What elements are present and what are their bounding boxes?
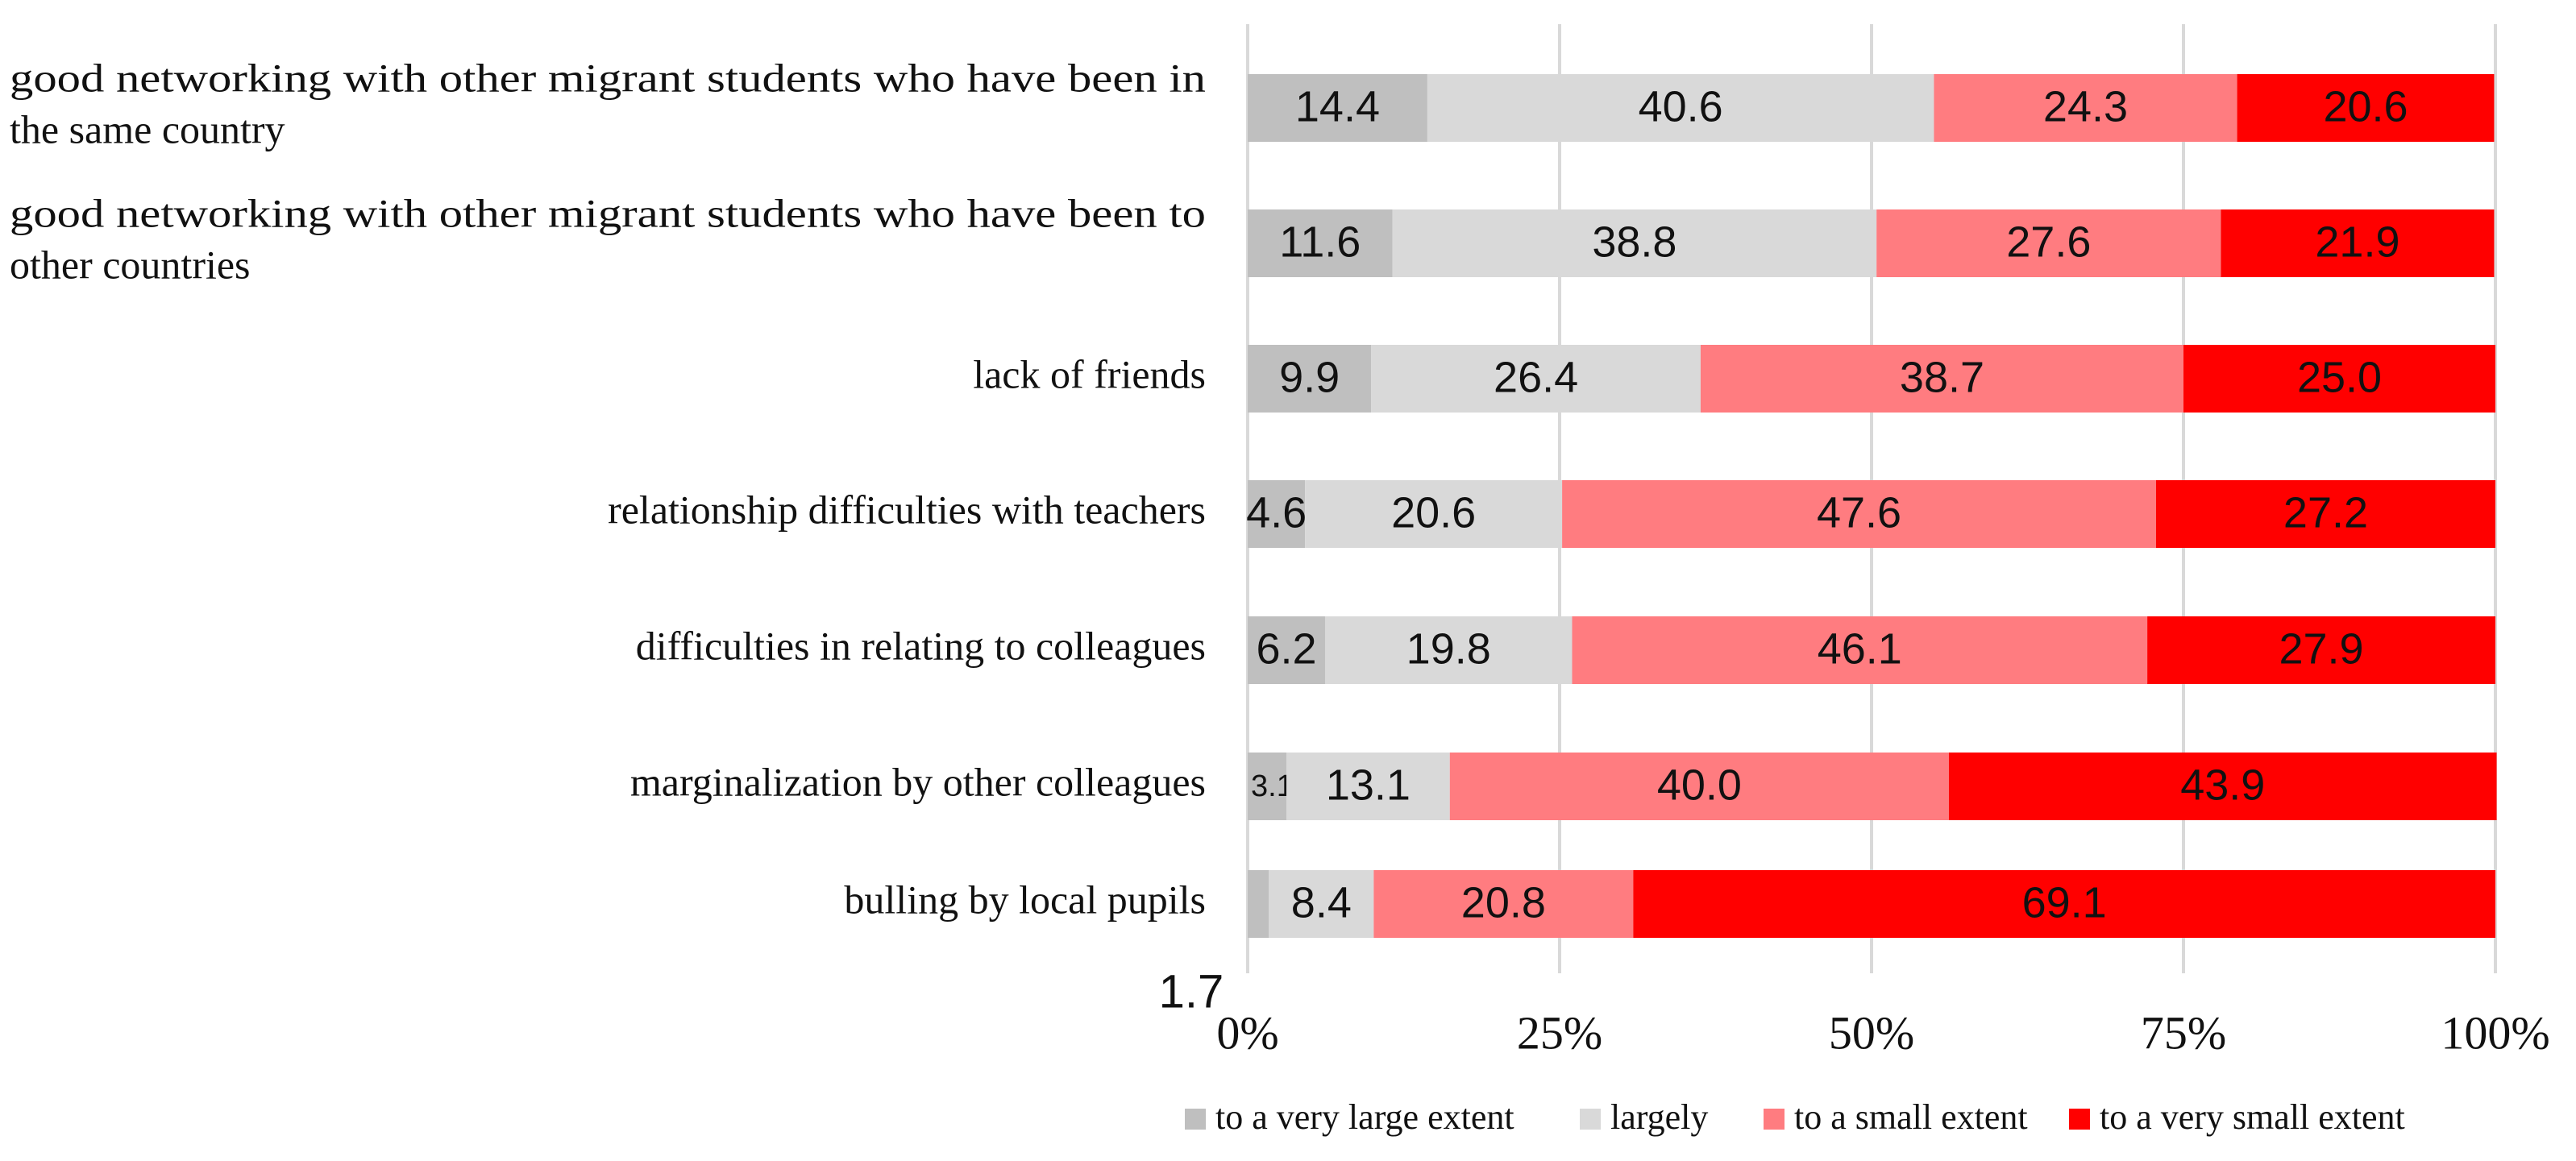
bar-value-label: 25.0 <box>2297 353 2382 401</box>
legend-swatch <box>1185 1109 1206 1130</box>
category-label: relationship difficulties with teachers <box>608 487 1206 532</box>
bar-value-label: 38.8 <box>1592 218 1676 266</box>
bar-value-label: 26.4 <box>1494 353 1578 401</box>
bar-value-label: 6.2 <box>1256 624 1316 673</box>
bar-segment <box>1269 870 1374 938</box>
bar-value-label: 24.3 <box>2043 82 2128 131</box>
bar-segment <box>2221 209 2495 277</box>
bar-value-label: 1.7 <box>1159 965 1224 1018</box>
bar-segment <box>1948 753 2497 820</box>
bar-segment <box>1700 345 2183 413</box>
bar-segment <box>1248 870 1269 938</box>
x-tick-label: 100% <box>2441 1006 2549 1059</box>
bar-segment <box>2183 345 2495 413</box>
bar-value-label: 13.1 <box>1326 761 1411 809</box>
bar-segment <box>1305 480 1563 548</box>
bar-value-label: 40.6 <box>1639 82 1723 131</box>
bar-value-label: 21.9 <box>2315 218 2399 266</box>
legend-label: to a small extent <box>1794 1097 2028 1137</box>
bar-segment <box>2147 616 2495 684</box>
bar-segment <box>1248 753 1286 820</box>
bar-segment <box>1373 870 1634 938</box>
bar-segment <box>1562 480 2156 548</box>
x-tick-label: 0% <box>1216 1006 1278 1059</box>
legend-swatch <box>1764 1109 1785 1130</box>
bars: 14.4 40.6 24.3 20.6 11.6 38.8 27.6 21.9 9.9 26.4 3… <box>1159 74 2497 1018</box>
x-axis-ticks: 0% 25% 50% 75% 100% <box>1216 1006 2549 1059</box>
legend-swatch <box>1580 1109 1601 1130</box>
bar-segment <box>1286 753 1450 820</box>
bar-segment <box>1248 209 1393 277</box>
bar-segment <box>2155 480 2495 548</box>
bar-segment <box>1449 753 1949 820</box>
bar-value-label: 11.6 <box>1279 218 1361 266</box>
bar-value-label: 9.9 <box>1279 353 1340 401</box>
bar-segment <box>1248 616 1325 684</box>
x-tick-label: 75% <box>2141 1006 2226 1059</box>
category-label: bulling by local pupils <box>844 877 1206 922</box>
legend-label: largely <box>1610 1097 1708 1137</box>
bar-segment <box>1248 74 1427 142</box>
bar-value-label: 20.6 <box>2323 82 2408 131</box>
category-label: lack of friends <box>973 351 1206 396</box>
bar-value-label: 27.9 <box>2279 624 2363 673</box>
bar-segment <box>1427 74 1934 142</box>
x-tick-label: 25% <box>1517 1006 1602 1059</box>
bar-value-label: 27.2 <box>2283 488 2368 537</box>
legend: to a very large extent largely to a small … <box>1185 1097 2405 1137</box>
bar-value-label: 19.8 <box>1406 624 1491 673</box>
bar-value-label: 27.6 <box>2006 218 2091 266</box>
bar-value-label: 69.1 <box>2022 878 2107 927</box>
bar-segment <box>1876 209 2221 277</box>
category-label: good networking with other migrant stude… <box>10 190 1206 235</box>
bar-value-label: 47.6 <box>1817 488 1901 537</box>
bar-segment <box>1248 345 1372 413</box>
bar-segment <box>1248 480 1306 548</box>
bar-segment <box>1324 616 1573 684</box>
bar-segment <box>1392 209 1877 277</box>
category-labels: good networking with other migrant stude… <box>10 55 1206 922</box>
bar-segment <box>1572 616 2148 684</box>
x-tick-label: 50% <box>1829 1006 1914 1059</box>
category-label: other countries <box>10 242 251 287</box>
category-label: marginalization by other colleagues <box>630 759 1206 804</box>
bar-value-label: 14.4 <box>1295 82 1380 131</box>
bar-value-label: 20.6 <box>1391 488 1476 537</box>
bar-value-label: 38.7 <box>1900 353 1984 401</box>
category-label: difficulties in relating to colleagues <box>636 623 1206 668</box>
bar-value-label: 46.1 <box>1818 624 1902 673</box>
bar-value-label: 43.9 <box>2180 761 2265 809</box>
bar-segment <box>2237 74 2495 142</box>
legend-label: to a very large extent <box>1215 1097 1514 1137</box>
bar-value-label: 8.4 <box>1291 878 1352 927</box>
category-label: good networking with other migrant stude… <box>10 55 1206 100</box>
bar-value-label: 40.0 <box>1657 761 1742 809</box>
bar-segment <box>1934 74 2237 142</box>
bar-value-label: 20.8 <box>1461 878 1546 927</box>
bar-segment <box>1371 345 1701 413</box>
bar-value-label: 4.6 <box>1246 488 1307 537</box>
category-label: the same country <box>10 106 285 151</box>
legend-swatch <box>2069 1109 2090 1130</box>
legend-label: to a very small extent <box>2100 1097 2405 1137</box>
bar-segment <box>1633 870 2495 938</box>
